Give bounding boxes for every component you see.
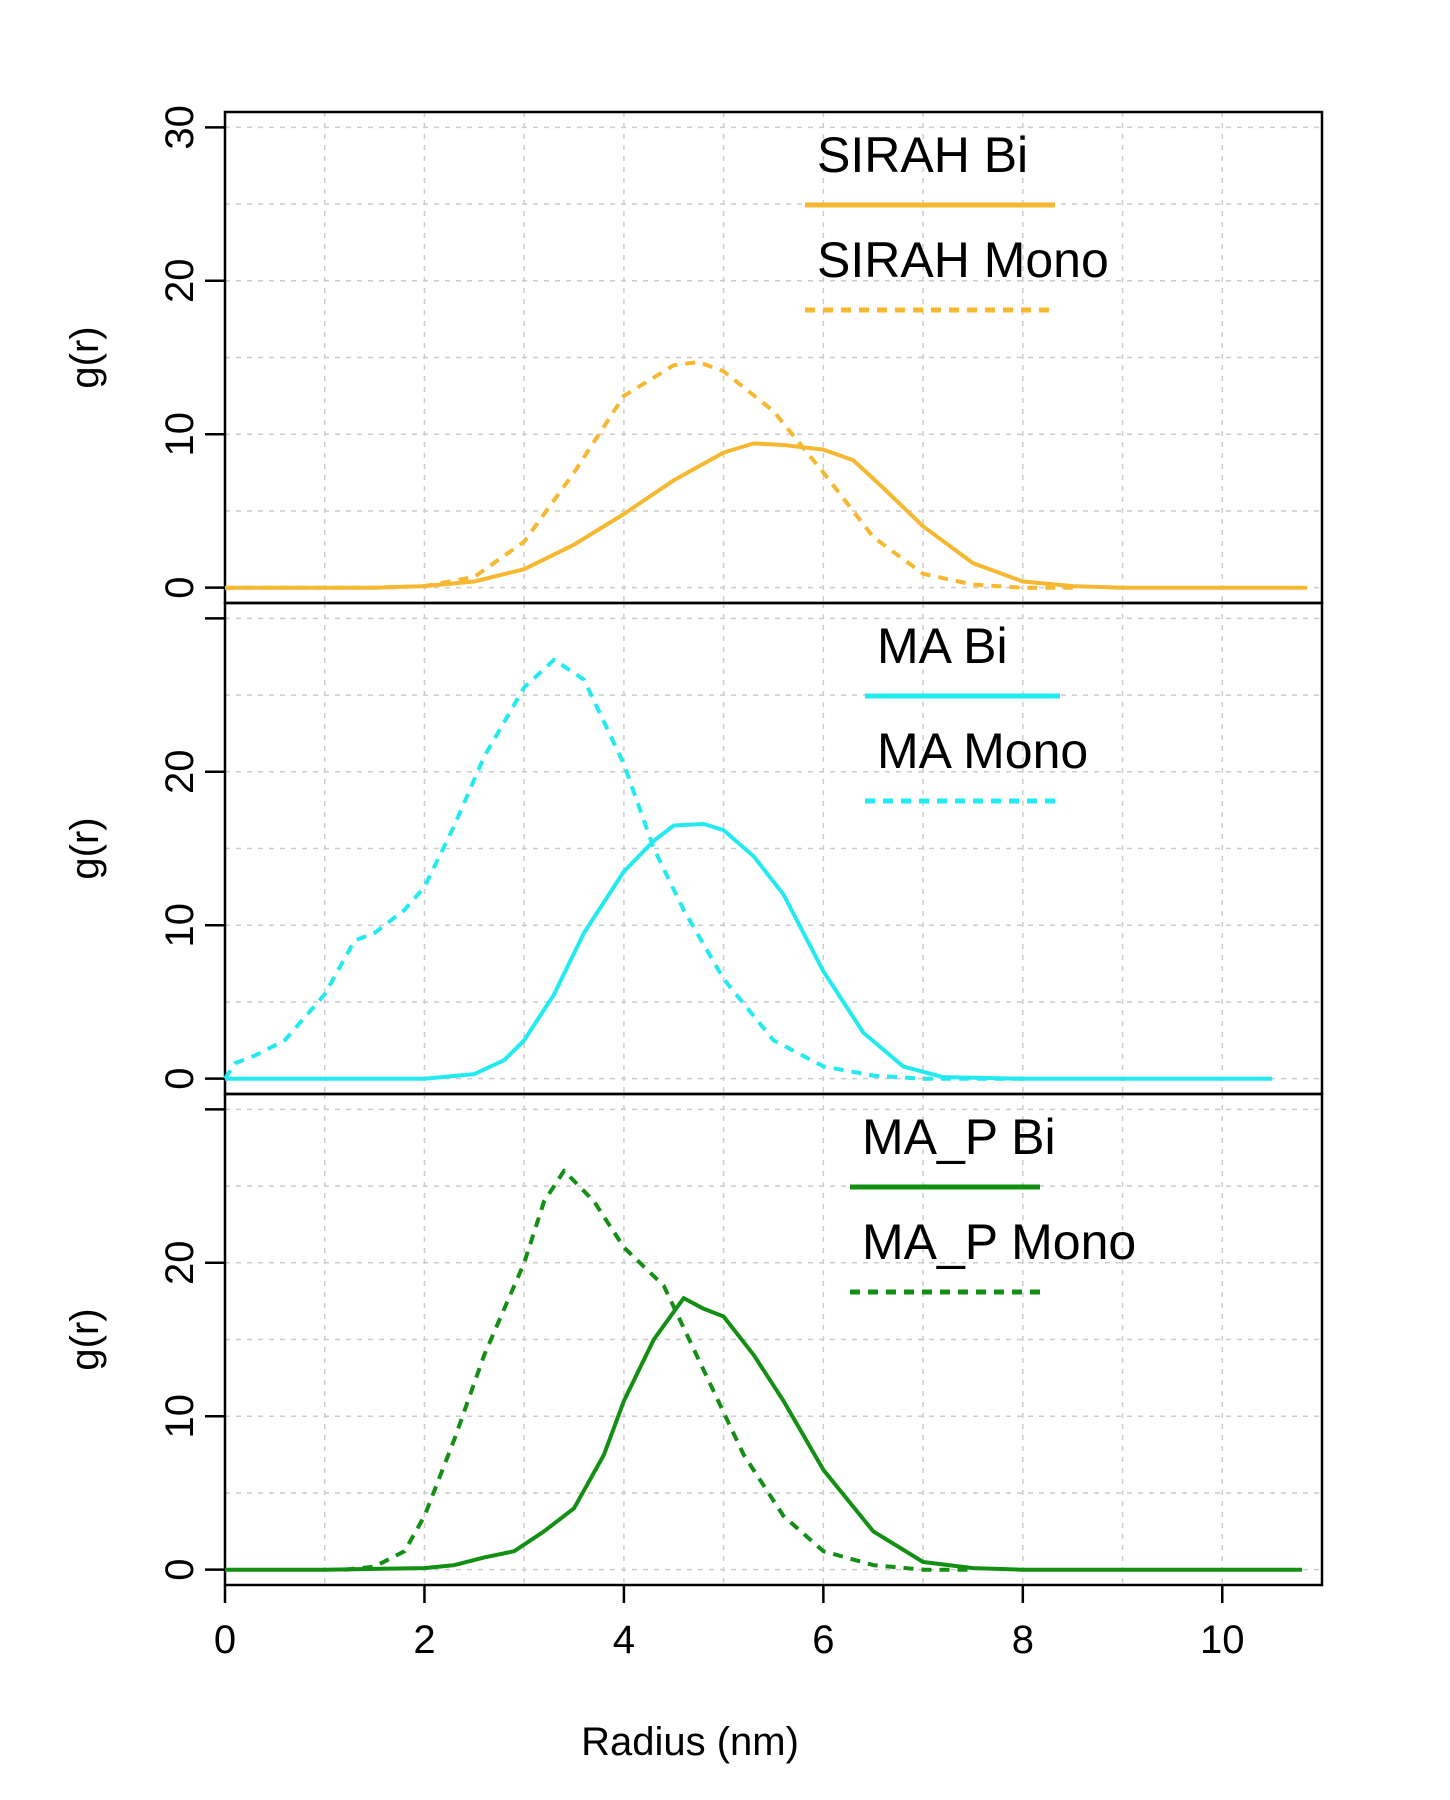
y-tick-label: 0 <box>158 577 202 599</box>
series-line-ma-p-mono <box>344 1168 973 1572</box>
grid-bottom <box>224 1094 1322 1585</box>
grid-top <box>224 112 1322 603</box>
legend-bottom: MA_P Bi MA_P Mono <box>850 1109 1136 1295</box>
legend-label: SIRAH Mono <box>817 232 1109 288</box>
y-tick-label: 10 <box>158 903 202 948</box>
legend-label: MA Mono <box>877 723 1088 779</box>
x-tick-label: 0 <box>214 1618 236 1662</box>
y-tick-label: 10 <box>158 1394 202 1439</box>
series-line-ma-mono <box>223 657 1023 1081</box>
grid-middle <box>224 603 1322 1094</box>
plot-frame-bottom <box>223 1092 1324 1587</box>
legend-label: MA_P Mono <box>862 1214 1136 1270</box>
x-tick-label: 4 <box>613 1618 635 1662</box>
x-tick-label: 2 <box>413 1618 435 1662</box>
legend-middle: MA Bi MA Mono <box>865 618 1088 804</box>
y-tick-label: 20 <box>158 1241 202 1286</box>
y-tick-label: 20 <box>158 750 202 795</box>
y-axis-title: g(r) <box>63 1308 107 1370</box>
series-line-ma-p-bi <box>225 1296 1303 1572</box>
legend-top: SIRAH Bi SIRAH Mono <box>805 127 1109 313</box>
y-tick-label: 20 <box>158 259 202 304</box>
x-tick-label: 10 <box>1200 1618 1245 1662</box>
y-tick-label: 10 <box>158 412 202 457</box>
panel-top: 0 10 20 30 g(r) SIRAH Bi SIRAH Mono <box>63 105 1324 605</box>
panel-bottom: 0 10 20 0 2 4 6 8 10 g(r) MA_P Bi MA_P Mono <box>63 1092 1324 1662</box>
series-line-ma-bi <box>225 822 1273 1081</box>
legend-label: MA Bi <box>877 618 1008 674</box>
plot-frame-top <box>223 110 1324 605</box>
y-tick-label: 0 <box>158 1559 202 1581</box>
y-tick-label: 0 <box>158 1068 202 1090</box>
plot-frame-middle <box>223 601 1324 1096</box>
legend-label: MA_P Bi <box>862 1109 1056 1165</box>
y-axis-title: g(r) <box>63 326 107 388</box>
y-axis-title: g(r) <box>63 817 107 879</box>
x-tick-label: 6 <box>812 1618 834 1662</box>
panel-middle: 0 10 20 g(r) MA Bi MA Mono <box>63 601 1324 1096</box>
series-line-sirah-mono <box>225 360 1073 590</box>
y-tick-label: 30 <box>158 105 202 150</box>
x-axis-title: Radius (nm) <box>581 1720 799 1764</box>
legend-label: SIRAH Bi <box>817 127 1028 183</box>
series-line-sirah-bi <box>225 441 1307 590</box>
x-tick-label: 8 <box>1012 1618 1034 1662</box>
